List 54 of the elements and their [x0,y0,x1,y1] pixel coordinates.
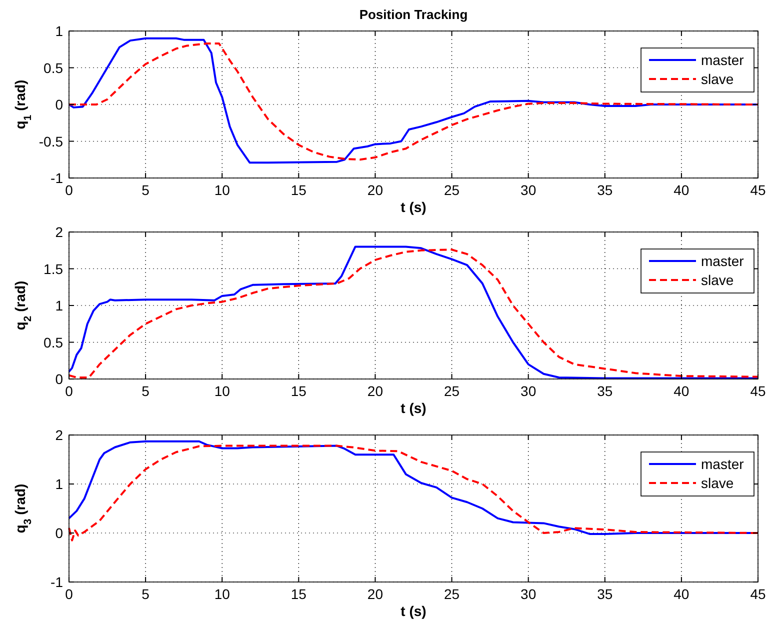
x-tick-label: 20 [367,383,384,399]
y-tick-label: 1 [55,23,64,39]
x-tick-label: 40 [674,383,690,399]
y-tick-label: 2 [55,224,64,240]
x-tick-label: 0 [65,182,74,198]
legend-label: slave [701,475,734,491]
x-tick-label: 10 [214,383,230,399]
x-tick-label: 35 [597,586,613,602]
x-tick-label: 35 [597,383,613,399]
x-tick-label: 20 [367,586,384,602]
x-tick-label: 5 [142,586,150,602]
y-tick-label: 0 [55,525,64,541]
x-tick-label: 45 [750,182,766,198]
y-tick-label: 2 [55,427,64,443]
y-tick-label: -1 [50,574,64,590]
x-tick-label: 10 [214,586,230,602]
x-tick-label: 15 [290,182,307,198]
x-tick-label: 0 [65,586,74,602]
legend-label: master [701,456,744,472]
y-tick-label: 0 [55,371,64,387]
x-tick-label: 25 [444,383,460,399]
x-tick-label: 30 [520,182,536,198]
y-tick-label: 0.5 [44,334,64,350]
x-tick-label: 10 [214,182,230,198]
x-tick-label: 15 [290,383,307,399]
x-tick-label: 20 [367,182,384,198]
legend-label: master [701,253,744,269]
x-tick-label: 45 [750,586,766,602]
y-tick-label: 1.5 [44,260,64,277]
x-tick-label: 25 [444,586,460,602]
x-tick-label: 25 [444,182,460,198]
y-tick-label: 1 [55,298,64,314]
y-tick-label: 1 [55,476,64,492]
x-tick-label: 15 [290,586,307,602]
legend-label: slave [701,71,734,87]
chart-title: Position Tracking [359,7,468,22]
legend-label: slave [701,272,734,288]
x-tick-label: 5 [142,182,150,198]
x-tick-label: 30 [520,586,536,602]
x-tick-label: 40 [674,182,690,198]
legend-label: master [701,52,744,68]
x-tick-label: 45 [750,383,766,399]
x-axis-title: t (s) [400,603,426,619]
x-axis-title: t (s) [400,199,426,215]
y-tick-label: -0.5 [38,133,64,150]
y-tick-label: 0.5 [44,60,64,76]
x-tick-label: 35 [597,182,613,198]
y-tick-label: -1 [50,170,64,186]
x-tick-label: 0 [65,383,74,399]
x-tick-label: 30 [520,383,536,399]
y-tick-label: 0 [55,96,64,112]
x-tick-label: 5 [142,383,150,399]
x-tick-label: 40 [674,586,690,602]
x-axis-title: t (s) [400,400,426,416]
